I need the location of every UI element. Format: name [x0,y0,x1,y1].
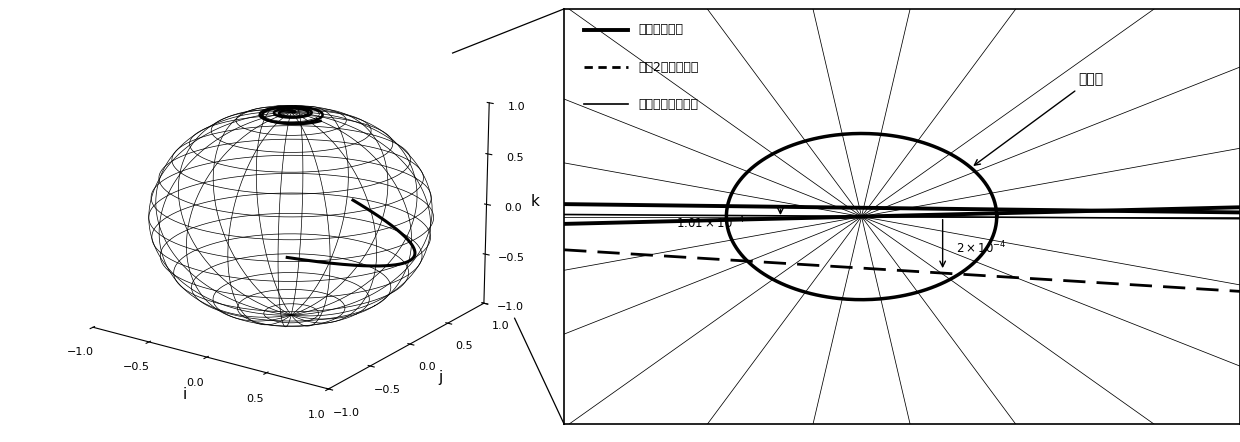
Text: 初始刀轴方向: 初始刀轴方向 [639,23,683,36]
Text: $1.01\times10^{-4}$: $1.01\times10^{-4}$ [676,214,745,231]
Text: 文献2提出的方法: 文献2提出的方法 [639,61,699,73]
Text: 奇异锥: 奇异锥 [975,72,1102,165]
Y-axis label: j: j [439,370,443,385]
Text: $2\times10^{-4}$: $2\times10^{-4}$ [956,240,1007,256]
X-axis label: i: i [182,387,187,402]
Text: 本发明提出的方法: 本发明提出的方法 [639,98,698,111]
